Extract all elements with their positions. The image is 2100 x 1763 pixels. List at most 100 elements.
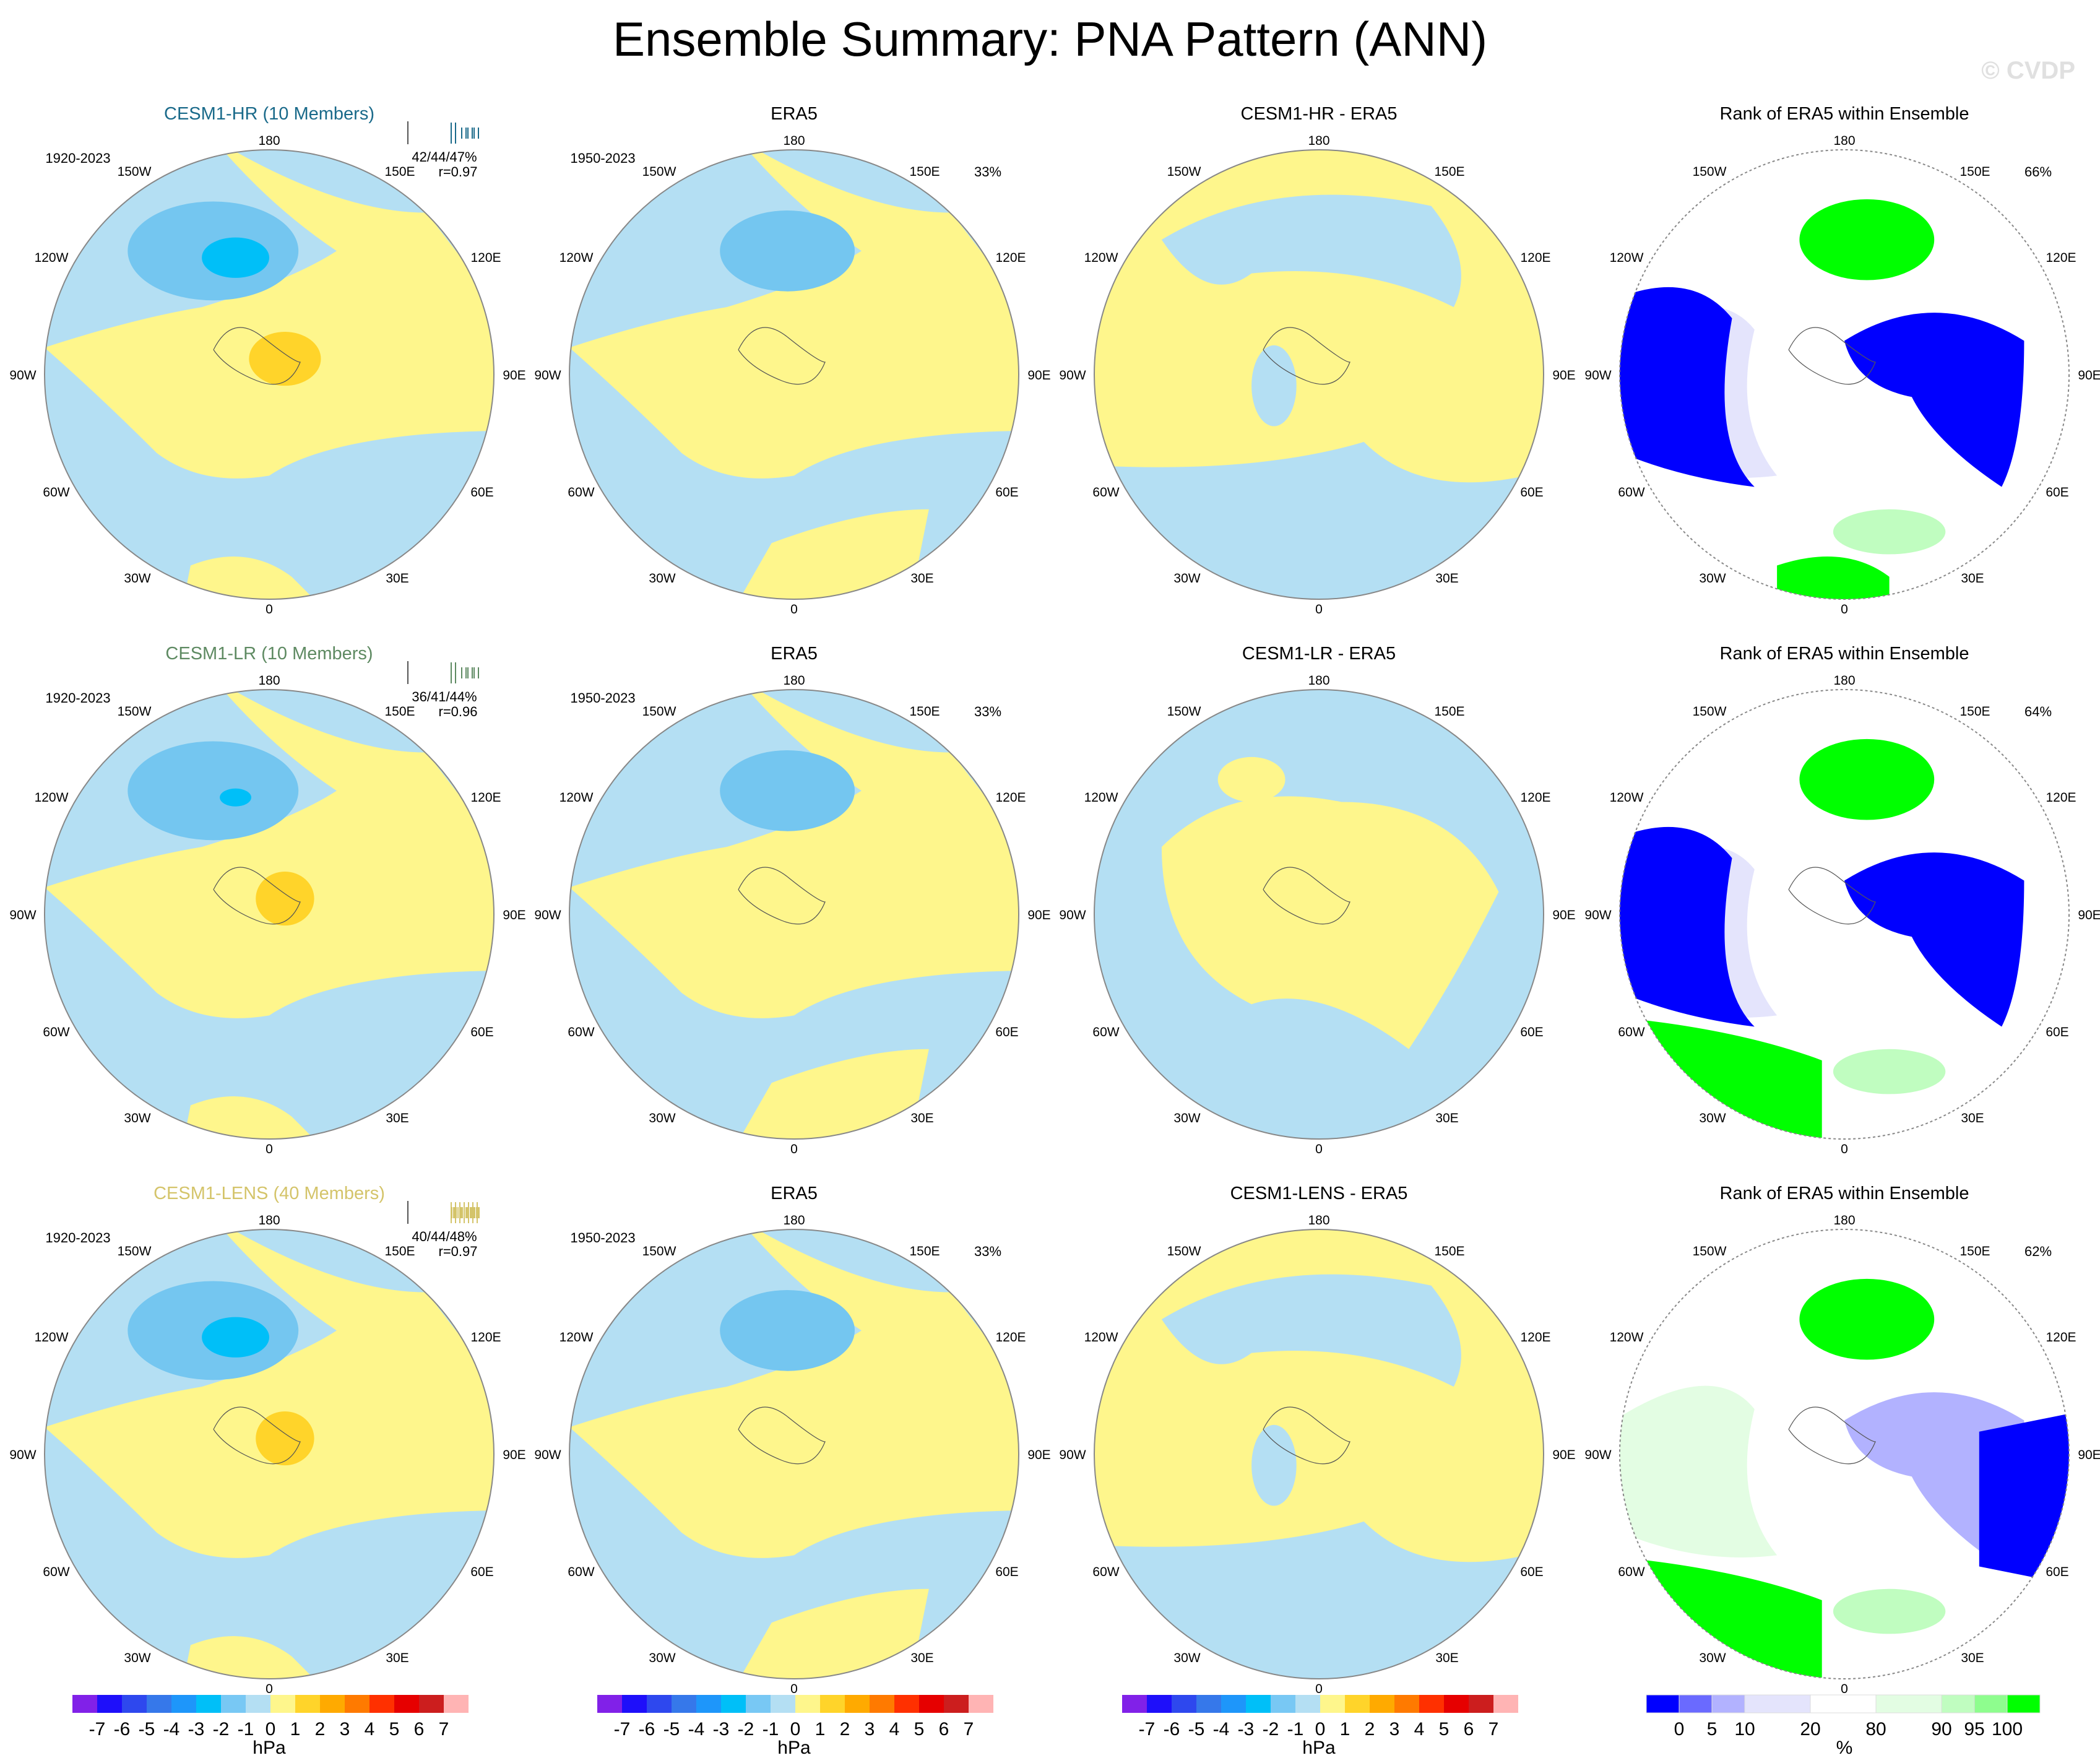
- ensemble-percent-range: 36/41/44%: [412, 689, 477, 704]
- lon-label-180: 180: [258, 134, 280, 148]
- lon-label-90W: 90W: [9, 1448, 36, 1462]
- colorbar-swatch: [196, 1695, 221, 1713]
- map-field-shapes: [45, 150, 494, 599]
- lon-label-90E: 90E: [1552, 368, 1575, 383]
- coastline-greenland: [1788, 327, 1876, 385]
- map-panel-model: 180 150E 120E 90E 60E 30E 0 30W 60W 90W 120W 150W CE…: [9, 644, 525, 1156]
- lon-label-90W: 90W: [534, 1448, 561, 1462]
- field-region: [1217, 756, 1285, 802]
- cvdp-watermark: © CVDP: [1981, 57, 2075, 84]
- colorbar-unit: hPa: [1302, 1738, 1336, 1758]
- pattern-percent: 33%: [974, 704, 1001, 719]
- field-region: [256, 1411, 314, 1466]
- year-range: 1950-2023: [570, 690, 635, 706]
- lon-label-60E: 60E: [2046, 485, 2068, 500]
- lon-label-180: 180: [1833, 134, 1855, 148]
- colorbar-tick-label: 4: [1414, 1719, 1425, 1739]
- field-region: [45, 690, 494, 1018]
- lon-label-90E: 90E: [2078, 908, 2100, 922]
- pattern-percent: 66%: [2024, 164, 2052, 180]
- lon-label-150E: 150E: [1434, 704, 1464, 719]
- colorbar-swatch: [122, 1695, 147, 1713]
- field-region: [1620, 1385, 1778, 1557]
- lon-label-0: 0: [1841, 602, 1848, 617]
- lon-label-120E: 120E: [2046, 1330, 2076, 1345]
- field-region: [1161, 194, 1461, 308]
- lon-label-120W: 120W: [1610, 251, 1644, 265]
- coastline-greenland: [1263, 1406, 1350, 1465]
- lon-label-150W: 150W: [1167, 704, 1201, 719]
- map-panel-obs: 180 150E 120E 90E 60E 30E 0 30W 60W 90W 120W 150W ER…: [534, 644, 1050, 1156]
- lon-label-60E: 60E: [995, 485, 1018, 500]
- lon-label-90E: 90E: [1027, 368, 1050, 383]
- colorbar-swatch: [622, 1695, 647, 1713]
- lon-label-30W: 30W: [649, 571, 675, 586]
- map-panel-model: 180 150E 120E 90E 60E 30E 0 30W 60W 90W 120W 150W CE…: [9, 104, 525, 617]
- lon-label-60E: 60E: [995, 1025, 1018, 1039]
- lon-label-0: 0: [790, 1682, 798, 1696]
- lon-label-90E: 90E: [1552, 1448, 1575, 1462]
- colorbar-tick-label: 0: [1674, 1719, 1685, 1739]
- map-field-shapes: [569, 690, 1019, 1139]
- year-range: 1920-2023: [45, 1230, 110, 1245]
- lon-label-30E: 30E: [1435, 571, 1458, 586]
- map-background: [1620, 1229, 2069, 1679]
- colorbar-rank: 0 5 10 20 80 90 95 100%: [1646, 1694, 2041, 1758]
- colorbar-tick-label: 6: [1464, 1719, 1474, 1739]
- colorbar-swatch: [171, 1695, 196, 1713]
- field-region: [1844, 852, 2024, 1027]
- lon-label-0: 0: [266, 602, 273, 617]
- colorbar-tick-label: -2: [1263, 1719, 1279, 1739]
- colorbar-tick-label: 95: [1964, 1719, 1984, 1739]
- ensemble-percent-range: 40/44/48%: [412, 1229, 477, 1244]
- field-region: [1844, 313, 2024, 487]
- colorbar-swatch: [1711, 1694, 1745, 1713]
- lon-label-90E: 90E: [503, 1448, 525, 1462]
- colorbar-swatch: [1744, 1694, 1811, 1713]
- field-region: [256, 872, 314, 926]
- field-region: [569, 1229, 1019, 1558]
- lon-label-120W: 120W: [560, 1330, 594, 1345]
- colorbar-swatch: [795, 1695, 820, 1713]
- year-range: 1920-2023: [45, 150, 110, 166]
- lon-label-150E: 150E: [909, 704, 940, 719]
- lon-label-120W: 120W: [1610, 791, 1644, 805]
- lon-label-120W: 120W: [1084, 1330, 1118, 1345]
- lon-label-150W: 150W: [642, 1244, 676, 1258]
- lon-label-60E: 60E: [995, 1565, 1018, 1579]
- field-region: [1833, 509, 1946, 555]
- pattern-percent: 62%: [2024, 1244, 2052, 1259]
- colorbar-tick-label: -3: [188, 1719, 205, 1739]
- colorbar-swatch: [721, 1695, 746, 1713]
- colorbar-swatch: [746, 1695, 771, 1713]
- colorbar-swatch: [969, 1695, 993, 1713]
- coastline-greenland: [213, 327, 301, 385]
- lon-label-90W: 90W: [534, 368, 561, 383]
- colorbar-swatch: [295, 1695, 320, 1713]
- colorbar-tick-label: -3: [1238, 1719, 1255, 1739]
- lon-label-180: 180: [1833, 674, 1855, 688]
- map-boundary: [44, 689, 495, 1140]
- map-boundary: [1619, 689, 2070, 1140]
- lon-label-180: 180: [258, 674, 280, 688]
- lon-label-150W: 150W: [1167, 165, 1201, 179]
- map-boundary: [1619, 1229, 2070, 1679]
- map-background: [1620, 150, 2069, 599]
- lon-label-30W: 30W: [649, 1111, 675, 1125]
- lon-label-180: 180: [783, 134, 805, 148]
- colorbar-tick-label: 6: [939, 1719, 949, 1739]
- colorbar-tick-label: 1: [290, 1719, 301, 1739]
- map-panel-diff: 180 150E 120E 90E 60E 30E 0 30W 60W 90W 120W 150W CE…: [1059, 104, 1575, 617]
- map-panel-diff: 180 150E 120E 90E 60E 30E 0 30W 60W 90W 120W 150W CE…: [1059, 1184, 1575, 1696]
- lon-label-30E: 30E: [386, 571, 408, 586]
- lon-label-60W: 60W: [1618, 1025, 1644, 1039]
- lon-label-30W: 30W: [1173, 1651, 1200, 1665]
- lon-label-60W: 60W: [1092, 1025, 1119, 1039]
- map-field-shapes: [45, 1229, 494, 1679]
- colorbar-swatch: [1493, 1695, 1518, 1713]
- colorbar-tick-label: -2: [738, 1719, 754, 1739]
- colorbar-swatch: [1246, 1695, 1271, 1713]
- lon-label-30E: 30E: [910, 1111, 933, 1125]
- colorbar-tick-label: -1: [238, 1719, 254, 1739]
- colorbar-tick-label: -7: [614, 1719, 631, 1739]
